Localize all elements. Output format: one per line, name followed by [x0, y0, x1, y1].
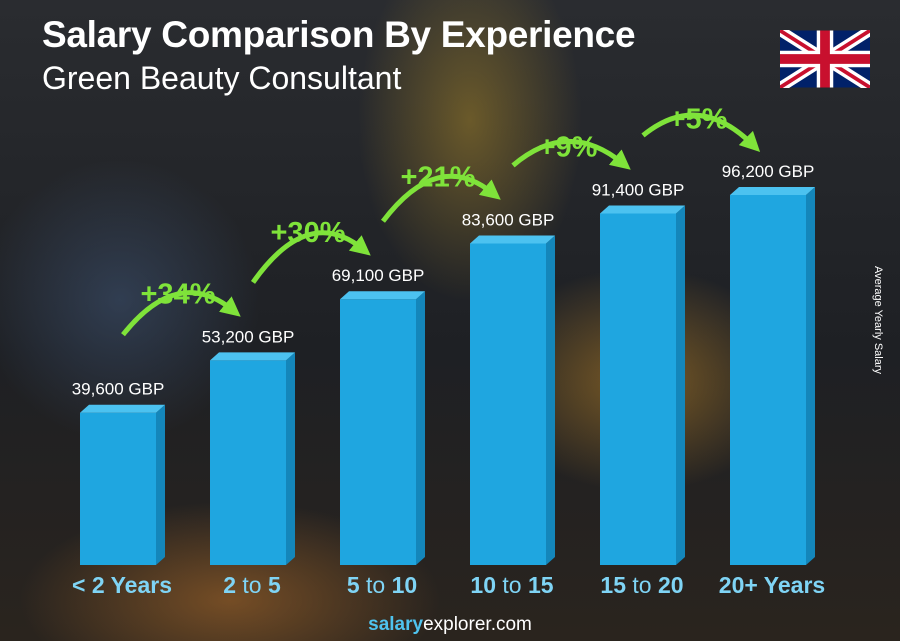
brand-bold: salary [368, 614, 424, 635]
bar-top [730, 187, 815, 195]
bar-front [470, 243, 546, 565]
value-label: 69,100 GBP [332, 266, 425, 285]
increase-label: +9% [539, 131, 598, 163]
bar-side [156, 404, 165, 565]
footer-brand[interactable]: salaryexplorer.com [0, 614, 900, 636]
brand-tld: .com [490, 614, 532, 635]
value-label: 96,200 GBP [722, 162, 815, 181]
chart-title: Salary Comparison By Experience [42, 14, 636, 55]
bar-side [676, 205, 685, 565]
category-label: < 2 Years [72, 572, 172, 598]
increase-arrow [381, 173, 501, 223]
united-kingdom-flag-icon [780, 30, 870, 88]
increase-label: +5% [669, 103, 728, 135]
increase-label: +34% [141, 278, 216, 310]
category-label: 5 to 10 [347, 572, 417, 598]
bar-top [80, 404, 165, 413]
bar-front [730, 195, 806, 565]
bar [470, 235, 555, 565]
category-label: 20+ Years [719, 572, 825, 598]
bar-side [286, 352, 295, 565]
value-label: 39,600 GBP [72, 380, 165, 399]
bar-side [416, 291, 425, 565]
increase-arrow [250, 230, 371, 284]
increase-label: +30% [271, 217, 346, 249]
value-label: 53,200 GBP [202, 327, 295, 346]
brand-rest: explorer [423, 614, 491, 635]
bar [80, 404, 165, 565]
bar-top [470, 235, 555, 244]
bar [730, 187, 815, 565]
bar [210, 352, 295, 565]
category-label: 2 to 5 [223, 572, 281, 598]
bar-top [210, 352, 295, 361]
bar-top [600, 205, 685, 214]
bar-front [340, 299, 416, 565]
bar-top [340, 291, 425, 300]
bar-side [806, 187, 815, 565]
category-label: 15 to 20 [600, 572, 683, 598]
category-label: 10 to 15 [470, 572, 553, 598]
increase-label: +21% [401, 161, 476, 193]
bar-front [600, 213, 676, 565]
value-label: 83,600 GBP [462, 210, 555, 229]
bar-front [210, 360, 286, 565]
increase-arrow [641, 112, 761, 153]
chart-subtitle: Green Beauty Consultant [42, 60, 402, 96]
bar [600, 205, 685, 565]
increase-arrow [121, 290, 241, 337]
value-label: 91,400 GBP [592, 180, 685, 199]
increase-arrow [511, 138, 631, 170]
bar-front [80, 412, 156, 565]
bar [340, 291, 425, 565]
bar-side [546, 235, 555, 565]
